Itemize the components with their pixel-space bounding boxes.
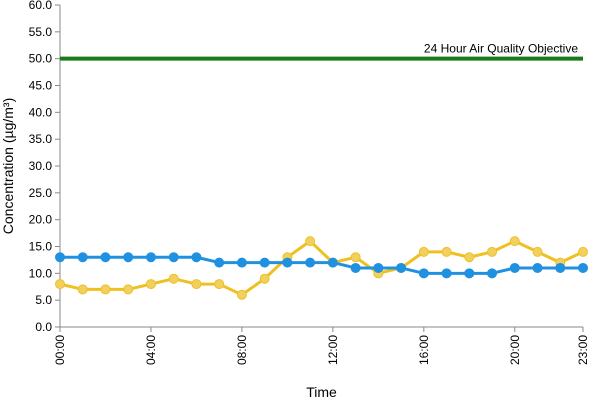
series-2-point <box>555 262 566 273</box>
series-group <box>55 236 588 300</box>
series-2-point <box>77 252 88 263</box>
series-1-point <box>418 246 429 257</box>
series-2-point <box>350 262 361 273</box>
series-2-point <box>464 268 475 279</box>
y-tick-label: 55.0 <box>29 25 53 39</box>
series-2-point <box>327 257 338 268</box>
reference-line-group: 24 Hour Air Quality Objective <box>60 42 583 61</box>
series-1-point <box>55 279 65 290</box>
series-2-point <box>418 268 429 279</box>
series-1-point <box>532 246 543 257</box>
series-2-point <box>145 252 156 263</box>
series-2-point <box>282 257 293 268</box>
objective-reference-label: 24 Hour Air Quality Objective <box>424 42 578 56</box>
series-1-point <box>236 289 247 300</box>
series-2-point <box>487 268 498 279</box>
y-tick-label: 10.0 <box>29 266 53 280</box>
x-tick-label: 08:00 <box>235 335 249 365</box>
series-1-point <box>77 284 88 295</box>
y-tick-label: 60.0 <box>29 0 53 12</box>
y-tick-label: 0.0 <box>35 320 52 334</box>
series-2-point <box>236 257 247 268</box>
series-2-line <box>60 255 583 275</box>
series-1-point <box>191 279 202 290</box>
x-tick-label: 23:00 <box>576 335 590 365</box>
series-2-point <box>441 268 452 279</box>
series-1-point <box>214 279 225 290</box>
y-tick-label: 50.0 <box>29 52 53 66</box>
series-2-point <box>396 262 407 273</box>
y-tick-label: 45.0 <box>29 79 53 93</box>
series-1-point <box>145 279 156 290</box>
series-2-point <box>532 262 543 273</box>
series-2-point <box>100 252 111 263</box>
series-2-point <box>55 252 65 263</box>
y-axis-title: Concentration (µg/m³) <box>0 98 16 234</box>
y-tick-label: 15.0 <box>29 240 53 254</box>
y-tick-label: 30.0 <box>29 159 53 173</box>
series-2-point <box>578 262 588 273</box>
x-axis-title: Time <box>306 384 337 400</box>
series-1-point <box>464 252 475 263</box>
series-2-point <box>168 252 179 263</box>
series-1-point <box>100 284 111 295</box>
x-tick-label: 16:00 <box>417 335 431 365</box>
y-tick-label: 20.0 <box>29 213 53 227</box>
y-tick-label: 5.0 <box>35 293 52 307</box>
series-2-point <box>259 257 270 268</box>
series-2-point <box>123 252 134 263</box>
series-1-line <box>59 239 584 297</box>
x-axis-ticks: 00:00 04:00 08:00 12:00 16:00 20:00 23:00 <box>53 327 590 365</box>
series-2-point <box>191 252 202 263</box>
series-1-point <box>350 252 361 263</box>
series-1-point <box>259 273 270 284</box>
y-axis-ticks: 0.0 5.0 10.0 15.0 20.0 25.0 30.0 35.0 40.0 45.0 50… <box>29 0 60 334</box>
series-1-point <box>509 236 520 247</box>
series-1-point <box>123 284 134 295</box>
series-1-point <box>305 236 316 247</box>
series-1-point <box>578 246 588 257</box>
series-2-point <box>509 262 520 273</box>
series-1-point <box>168 273 179 284</box>
series-1-point <box>441 246 452 257</box>
series-1-point <box>487 246 498 257</box>
series-2-point <box>373 262 384 273</box>
x-tick-label: 00:00 <box>53 335 67 365</box>
y-tick-label: 40.0 <box>29 105 53 119</box>
x-tick-label: 12:00 <box>326 335 340 365</box>
y-tick-label: 25.0 <box>29 186 53 200</box>
x-tick-label: 20:00 <box>508 335 522 365</box>
series-2-point <box>305 257 316 268</box>
y-tick-label: 35.0 <box>29 132 53 146</box>
series-2-point <box>214 257 225 268</box>
x-tick-label: 04:00 <box>144 335 158 365</box>
